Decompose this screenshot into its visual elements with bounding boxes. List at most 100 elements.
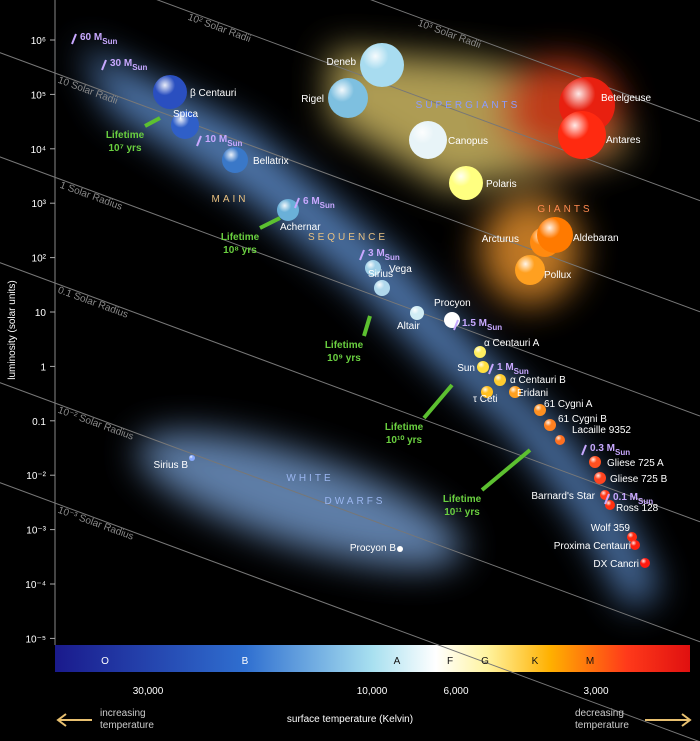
- lifetime-pointer: [144, 116, 161, 128]
- star-shine: [544, 419, 556, 431]
- star-shine: [481, 386, 493, 398]
- lifetime-pointer: [259, 216, 281, 230]
- radius-line: [0, 156, 700, 417]
- y-tick-label: 10⁵: [31, 90, 46, 101]
- mass-value: 30 M: [110, 58, 132, 69]
- mass-sub: Sun: [320, 201, 335, 210]
- radius-line: [370, 0, 700, 123]
- mass-sub: Sun: [514, 367, 529, 376]
- star-label: Canopus: [448, 136, 488, 147]
- y-tick-label: 1: [40, 362, 46, 373]
- mass-sub: Sun: [102, 37, 117, 46]
- region-label: SEQUENCE: [308, 232, 388, 243]
- lifetime-label: Lifetime: [106, 130, 145, 141]
- mass-sub: Sun: [132, 63, 147, 72]
- star-shine: [171, 111, 199, 139]
- mass-sub: Sun: [638, 497, 653, 506]
- star-shine: [534, 404, 546, 416]
- star-shine: [397, 546, 403, 552]
- star-shine: [360, 43, 404, 87]
- star-label: 61 Cygni B: [558, 414, 607, 425]
- mass-tick: [196, 135, 202, 147]
- star-shine: [494, 374, 506, 386]
- mass-sub: Sun: [615, 448, 630, 457]
- mass-label: 1 MSun: [497, 362, 529, 376]
- radius-line: [0, 52, 700, 313]
- y-tick-label: 0.1: [32, 417, 46, 428]
- mass-value: 6 M: [303, 196, 320, 207]
- radius-line: [156, 0, 700, 202]
- spectral-class: K: [532, 656, 539, 667]
- radius-line: [0, 382, 700, 643]
- y-tick-label: 10⁻⁵: [25, 634, 46, 645]
- star-label: Sun: [457, 363, 475, 374]
- star-label: Gliese 725 A: [607, 458, 664, 469]
- star-label: Barnard's Star: [531, 491, 595, 502]
- star-label: α Centauri A: [484, 338, 540, 349]
- left-note: increasing: [100, 708, 146, 719]
- mass-label: 6 MSun: [303, 196, 335, 210]
- star-shine: [589, 456, 601, 468]
- mass-tick: [359, 249, 365, 261]
- star-label: Antares: [606, 135, 640, 146]
- lifetime-label: Lifetime: [385, 422, 424, 433]
- star-shine: [328, 78, 368, 118]
- star-shine: [365, 260, 381, 276]
- x-tick-label: 30,000: [133, 686, 164, 697]
- star-shine: [537, 217, 573, 253]
- mass-label: 30 MSun: [110, 58, 147, 72]
- mass-label: 0.3 MSun: [590, 443, 630, 457]
- star-shine: [410, 306, 424, 320]
- spectral-class: A: [394, 656, 401, 667]
- star-label: Pollux: [544, 270, 571, 281]
- star-shine: [594, 472, 606, 484]
- star-label: Spica: [173, 109, 198, 120]
- star-shine: [153, 75, 187, 109]
- star-label: Procyon B: [350, 543, 396, 554]
- star-shine: [627, 532, 637, 542]
- star-label: Bellatrix: [253, 156, 289, 167]
- star-label: Arcturus: [482, 234, 519, 245]
- spectral-class: B: [242, 656, 249, 667]
- lifetime-pointer: [480, 448, 532, 492]
- star-shine: [509, 386, 521, 398]
- star-label: Lacaille 9352: [572, 425, 631, 436]
- spectral-class: M: [586, 656, 594, 667]
- star-label: β Centauri: [190, 88, 236, 99]
- star-label: 61 Cygni A: [544, 399, 593, 410]
- star-shine: [374, 280, 390, 296]
- mass-label: 10 MSun: [205, 134, 242, 148]
- star-label: Sirius: [368, 269, 393, 280]
- arrow-left: [56, 713, 92, 727]
- left-note: temperature: [100, 720, 154, 731]
- arrow-right: [645, 713, 692, 727]
- lifetime-label: Lifetime: [325, 340, 364, 351]
- star-label: α Centauri B: [510, 375, 566, 386]
- region-label: DWARFS: [325, 496, 386, 507]
- mass-value: 0.3 M: [590, 443, 615, 454]
- mass-tick: [453, 319, 459, 331]
- mass-tick: [604, 493, 610, 505]
- mass-tick: [294, 197, 300, 209]
- star-shine: [640, 558, 650, 568]
- region-label: MAIN: [212, 194, 249, 205]
- star-shine: [189, 455, 195, 461]
- star-shine: [277, 199, 299, 221]
- lifetime-pointer: [422, 383, 454, 420]
- star-shine: [558, 111, 606, 159]
- region-label: GIANTS: [537, 204, 592, 215]
- y-tick-label: 10²: [32, 254, 47, 265]
- star-label: Wolf 359: [591, 523, 631, 534]
- lifetime-years: 10¹⁰ yrs: [386, 435, 423, 446]
- y-tick-label: 10⁴: [31, 145, 46, 156]
- x-tick-label: 6,000: [443, 686, 468, 697]
- mass-label: 3 MSun: [368, 248, 400, 262]
- star-shine: [409, 121, 447, 159]
- mass-value: 1.5 M: [462, 318, 487, 329]
- y-tick-label: 10³: [32, 199, 47, 210]
- mass-tick: [488, 363, 494, 375]
- mass-value: 3 M: [368, 248, 385, 259]
- y-tick-label: 10⁻⁴: [25, 580, 46, 591]
- lifetime-label: Lifetime: [443, 494, 482, 505]
- mass-sub: Sun: [487, 323, 502, 332]
